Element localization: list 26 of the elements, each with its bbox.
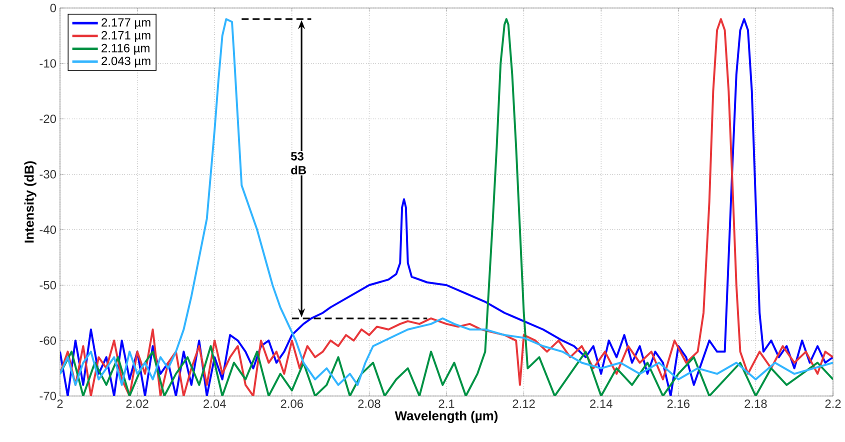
x-tick-label: 2.2 [825,400,841,408]
x-tick-label: 2.08 [358,400,380,408]
legend-label: 2.171 µm [102,31,150,42]
x-tick-label: 2.1 [438,400,454,408]
x-tick-label: 2.14 [590,400,612,408]
legend-label: 2.177 µm [102,18,150,30]
y-tick-label: -70 [40,392,56,400]
x-tick-label: 2.18 [744,400,767,408]
x-axis-title: Wavelength (µm) [394,410,498,423]
y-tick-label: -50 [40,280,56,290]
x-tick-label: 2.06 [280,400,304,408]
legend-label: 2.116 µm [102,44,150,55]
x-tick-label: 2.02 [126,400,148,408]
y-tick-label: -40 [40,225,56,234]
y-tick-label: -10 [40,59,56,68]
x-tick-label: 2.04 [204,400,226,408]
annotation: 53 dB [290,152,306,174]
y-tick-label: -20 [40,114,56,124]
x-tick-label: 2 [57,400,63,408]
y-tick-label: -60 [40,336,56,345]
x-tick-label: 2.12 [512,400,535,408]
x-tick-label: 2.16 [667,400,690,408]
y-tick-label: 0 [50,4,56,12]
y-tick-label: -30 [40,170,56,179]
y-axis-title: Intensity (dB) [24,161,36,243]
legend-label: 2.043 µm [102,56,150,68]
